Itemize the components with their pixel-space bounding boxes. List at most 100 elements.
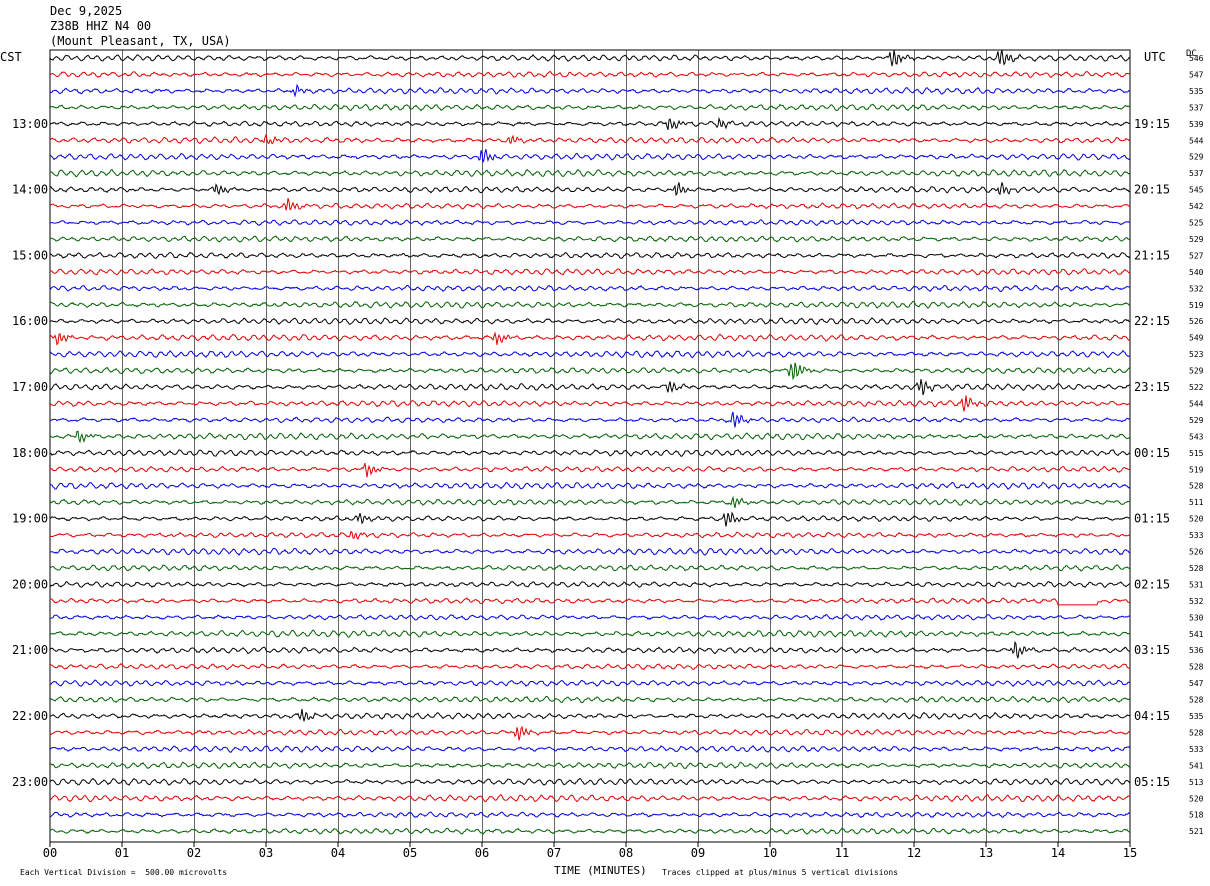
right-hour-label: 19:15: [1134, 117, 1170, 131]
side-labels: 546 547 535 537 539 544 529 537 545 542 525 529 527 5…: [12, 54, 1204, 836]
trace-line: [49, 481, 1131, 490]
trace-line: [49, 430, 1131, 444]
x-tick-label: 04: [331, 846, 345, 860]
header-station: Z38B HHZ N4 00: [50, 19, 152, 33]
dc-offset-label: 520: [1189, 515, 1204, 524]
dc-offset-label: 528: [1189, 728, 1204, 737]
dc-offset-label: 532: [1189, 597, 1204, 606]
trace-line: [49, 149, 1131, 164]
dc-offset-label: 549: [1189, 334, 1204, 343]
dc-offset-label: 520: [1189, 794, 1204, 803]
x-tick-label: 03: [259, 846, 273, 860]
dc-offset-label: 533: [1189, 745, 1204, 754]
trace-line: [50, 379, 1131, 396]
trace-line: [49, 116, 1130, 131]
trace-line: [49, 794, 1131, 803]
trace-line: [49, 597, 1131, 606]
trace-line: [49, 182, 1131, 196]
dc-offset-label: 547: [1189, 70, 1204, 79]
dc-offset-label: 511: [1189, 498, 1204, 507]
trace-line: [49, 331, 1130, 346]
trace-line: [49, 511, 1131, 527]
dc-offset-label: 529: [1189, 153, 1204, 162]
x-tick-label: 05: [403, 846, 417, 860]
left-hour-label: 16:00: [12, 314, 48, 328]
trace-line: [49, 640, 1131, 659]
trace-line: [49, 103, 1131, 112]
trace-line: [49, 349, 1131, 359]
dc-offset-label: 529: [1189, 416, 1204, 425]
dc-offset-label: 530: [1189, 613, 1204, 622]
left-hour-label: 23:00: [12, 775, 48, 789]
dc-offset-label: 541: [1189, 761, 1204, 770]
x-axis-title: TIME (MINUTES): [554, 864, 647, 877]
dc-offset-label: 528: [1189, 564, 1204, 573]
trace-line: [49, 268, 1131, 276]
dc-offset-label: 513: [1189, 778, 1204, 787]
right-hour-label: 02:15: [1134, 577, 1170, 591]
trace-line: [49, 219, 1130, 227]
dc-offset-label: 529: [1189, 235, 1204, 244]
left-hour-label: 22:00: [12, 709, 48, 723]
dc-header-label: DC: [1186, 49, 1197, 59]
trace-line: [49, 462, 1131, 478]
x-tick-label: 14: [1051, 846, 1065, 860]
dc-offset-label: 532: [1189, 284, 1204, 293]
trace-line: [49, 70, 1131, 79]
x-tick-label: 11: [835, 846, 849, 860]
trace-line: [49, 530, 1131, 540]
left-timezone-label: CST: [0, 50, 22, 64]
x-tick-label: 02: [187, 846, 201, 860]
trace-line: [50, 449, 1131, 457]
trace-line: [49, 395, 1131, 412]
dc-offset-label: 543: [1189, 432, 1204, 441]
trace-line: [49, 581, 1131, 589]
x-tick-label: 07: [547, 846, 561, 860]
left-hour-label: 17:00: [12, 380, 48, 394]
trace-line: [49, 761, 1131, 770]
right-hour-label: 05:15: [1134, 775, 1170, 789]
right-hour-label: 01:15: [1134, 512, 1170, 526]
trace-line: [49, 663, 1131, 671]
header-location: (Mount Pleasant, TX, USA): [50, 34, 231, 48]
dc-offset-label: 527: [1189, 251, 1204, 260]
dc-offset-label: 540: [1189, 268, 1204, 277]
dc-offset-label: 526: [1189, 548, 1204, 557]
dc-offset-label: 526: [1189, 317, 1204, 326]
dc-offset-label: 515: [1189, 449, 1204, 458]
plot-frame: [49, 49, 1131, 843]
trace-line: [49, 133, 1131, 145]
dc-offset-label: 537: [1189, 169, 1204, 178]
dc-offset-label: 537: [1189, 103, 1204, 112]
trace-line: [49, 547, 1131, 556]
dc-offset-label: 528: [1189, 696, 1204, 705]
dc-offset-label: 533: [1189, 531, 1204, 540]
trace-line: [49, 168, 1131, 178]
trace-line: [49, 495, 1131, 509]
trace-line: [49, 235, 1131, 243]
footer-scale-note: Each Vertical Division = 500.00 microvol…: [20, 868, 228, 877]
x-axis: 00 01 02 03 04 05 06 07 08 09 10 11 12 13 14 15: [43, 842, 1137, 860]
trace-line: [49, 251, 1131, 259]
dc-offset-label: 535: [1189, 712, 1204, 721]
right-hour-label: 23:15: [1134, 380, 1170, 394]
trace-line: [49, 49, 1131, 67]
left-hour-label: 13:00: [12, 117, 48, 131]
dc-offset-label: 518: [1189, 811, 1204, 820]
dc-offset-label: 545: [1189, 186, 1204, 195]
trace-line: [49, 725, 1131, 741]
header-date: Dec 9,2025: [50, 4, 123, 18]
left-hour-label: 20:00: [12, 577, 48, 591]
right-hour-label: 21:15: [1134, 248, 1170, 262]
dc-offset-label: 535: [1189, 87, 1204, 96]
left-hour-label: 21:00: [12, 643, 48, 657]
trace-line: [49, 708, 1131, 722]
dc-offset-label: 525: [1189, 219, 1204, 228]
right-hour-label: 22:15: [1134, 314, 1170, 328]
dc-offset-label: 523: [1189, 350, 1204, 359]
left-hour-label: 18:00: [12, 446, 48, 460]
right-hour-label: 20:15: [1134, 183, 1170, 197]
dc-offset-label: 519: [1189, 465, 1204, 474]
left-hour-label: 19:00: [12, 512, 48, 526]
x-tick-label: 06: [475, 846, 489, 860]
